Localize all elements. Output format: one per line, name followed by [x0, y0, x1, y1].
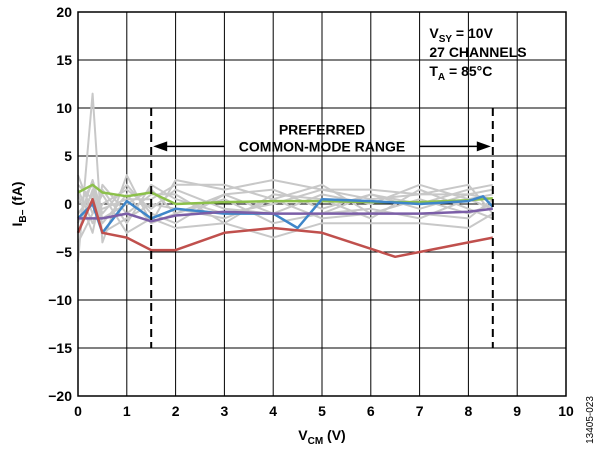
x-tick-labels: 0 1 2 3 4 5 6 7 8 9 10 — [74, 403, 574, 419]
background-series-group — [77, 92, 494, 262]
highlighted-series-group — [76, 183, 494, 259]
x-tick-label: 9 — [513, 403, 521, 419]
channel-line-gray — [77, 183, 494, 225]
channel-line-gray — [77, 92, 494, 262]
y-tick-label: 0 — [64, 196, 72, 212]
y-tick-label: 20 — [56, 4, 72, 20]
channel-line-highlight — [76, 197, 494, 259]
channel-line-gray — [77, 193, 494, 243]
x-tick-label: 7 — [416, 403, 424, 419]
preferred-range-markers — [150, 108, 494, 348]
x-tick-label: 2 — [172, 403, 180, 419]
condition-temperature: TA = 85°C — [429, 63, 492, 83]
y-tick-label: 15 — [56, 52, 72, 68]
x-tick-label: 8 — [465, 403, 473, 419]
channel-line-highlight — [77, 183, 493, 206]
x-tick-label: 0 — [74, 403, 82, 419]
test-conditions-annotation: VSY = 10V 27 CHANNELS TA = 85°C — [429, 25, 526, 83]
x-tick-label: 6 — [367, 403, 375, 419]
condition-supply-voltage: VSY = 10V — [429, 25, 493, 45]
x-tick-label: 5 — [318, 403, 326, 419]
y-tick-labels: −20 −15 −10 −5 0 5 10 15 20 — [48, 4, 72, 404]
range-label-line2: COMMON-MODE RANGE — [239, 138, 405, 154]
range-arrowhead-right — [476, 141, 491, 152]
y-tick-label: −20 — [48, 388, 72, 404]
y-tick-label: −10 — [48, 292, 72, 308]
channel-line-gray — [77, 183, 494, 215]
channel-line-gray — [77, 193, 493, 225]
x-tick-label: 10 — [558, 403, 574, 419]
channel-line-highlight — [78, 207, 493, 223]
y-tick-label: 5 — [64, 148, 72, 164]
y-tick-label: 10 — [56, 100, 72, 116]
condition-channels: 27 CHANNELS — [429, 44, 526, 60]
x-axis-title: VCM (V) — [298, 427, 345, 447]
y-axis-title: IB− (fA) — [9, 182, 29, 227]
figure-id: 13405-023 — [585, 396, 596, 444]
x-tick-label: 4 — [269, 403, 277, 419]
y-tick-label: −15 — [48, 340, 72, 356]
plot-frame — [77, 11, 567, 397]
x-tick-label: 1 — [123, 403, 131, 419]
range-label-line1: PREFERRED — [279, 121, 365, 137]
x-tick-label: 3 — [221, 403, 229, 419]
range-arrowhead-left — [153, 141, 168, 152]
y-tick-label: −5 — [56, 244, 72, 260]
